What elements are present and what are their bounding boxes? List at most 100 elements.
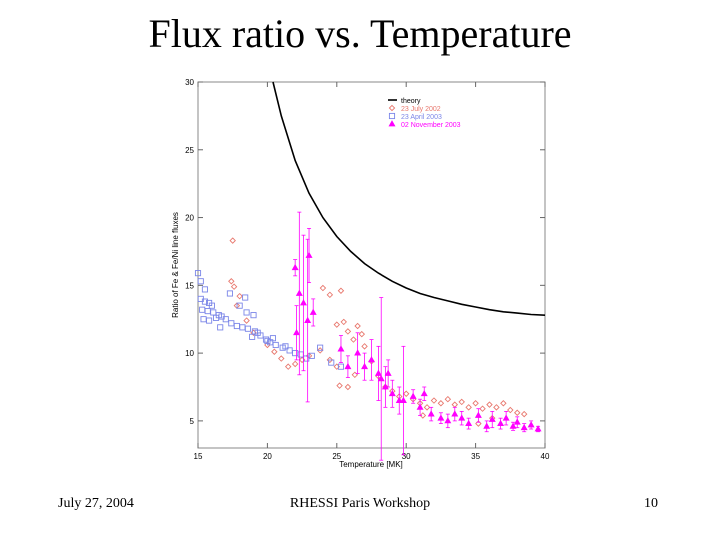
data-point-square (337, 363, 345, 370)
data-point-triangle (444, 417, 452, 424)
x-tick-label: 15 (194, 452, 203, 461)
data-point-triangle (474, 411, 482, 418)
data-point-triangle (344, 362, 352, 370)
data-point-triangle (381, 383, 389, 390)
data-point-triangle (451, 410, 459, 417)
data-point-diamond (500, 400, 507, 407)
data-point-square (210, 309, 217, 316)
data-point-diamond (458, 398, 465, 406)
data-point-diamond (486, 401, 493, 408)
data-point-triangle (388, 389, 396, 397)
data-point-diamond (350, 336, 357, 343)
data-point-square (228, 320, 235, 327)
data-point-triangle (368, 356, 375, 363)
series-theory (272, 81, 546, 316)
data-point-triangle (293, 328, 301, 336)
data-point-diamond (230, 283, 238, 290)
x-tick-label: 25 (332, 452, 341, 461)
series-23-april-2003 (194, 270, 345, 370)
data-point-triangle (502, 414, 510, 421)
page-number: 10 (644, 496, 658, 511)
data-point-square (292, 350, 299, 357)
data-point-square (226, 290, 233, 297)
slide-title: Flux ratio vs. Temperature (148, 11, 572, 56)
data-point-square (297, 351, 304, 358)
axes-layer: 15 20 25 30 35 40 5 10 15 20 25 30 (185, 78, 550, 461)
data-point-diamond (333, 321, 341, 328)
data-point-diamond (271, 348, 278, 355)
data-point-diamond (423, 404, 431, 411)
data-point-square (244, 325, 252, 332)
data-point-square (282, 343, 289, 350)
data-point-triangle (509, 422, 517, 429)
data-point-triangle (534, 425, 542, 432)
data-point-diamond (351, 371, 359, 379)
data-point-triangle (354, 349, 362, 356)
data-point-diamond (236, 292, 243, 300)
data-point-triangle (291, 263, 299, 271)
data-point-square (194, 270, 202, 277)
data-point-triangle (483, 422, 491, 429)
data-point-diamond (344, 328, 352, 335)
data-point-diamond (278, 355, 285, 362)
data-point-triangle (458, 414, 466, 421)
data-point-triangle (395, 396, 403, 403)
data-point-diamond (243, 317, 250, 324)
data-point-triangle (399, 396, 407, 403)
data-point-square (317, 344, 324, 351)
data-point-square (239, 324, 246, 331)
data-point-triangle (427, 410, 435, 417)
data-point-square (242, 294, 249, 301)
data-point-diamond (358, 330, 366, 338)
footer-date: July 27, 2004 (58, 496, 134, 511)
data-point-square (208, 302, 215, 309)
data-point-diamond (354, 322, 361, 330)
series-02-november-2003 (291, 211, 542, 461)
data-point-triangle (384, 369, 392, 376)
data-point-triangle (305, 251, 313, 258)
data-point-square (328, 359, 335, 366)
x-axis-label: Temperature [MK] (339, 460, 403, 469)
x-tick-label: 20 (263, 452, 272, 461)
data-point-diamond (284, 363, 292, 370)
data-point-square (222, 316, 229, 323)
data-point-triangle (377, 375, 385, 382)
data-point-square (204, 308, 211, 315)
series-23-july-2002 (228, 237, 528, 427)
data-point-triangle (420, 389, 428, 397)
data-point-square (388, 112, 396, 120)
y-tick-label: 10 (185, 349, 194, 358)
data-point-triangle (416, 403, 424, 410)
plot-frame (197, 81, 546, 449)
y-tick-label: 15 (185, 281, 194, 290)
data-point-square (254, 329, 261, 336)
y-tick-label: 30 (185, 78, 194, 87)
data-point-diamond (326, 356, 334, 364)
y-tick-label: 25 (185, 146, 194, 155)
y-tick-label: 20 (185, 214, 194, 223)
legend-entry: 23 July 2002 (401, 106, 441, 113)
data-point-triangle (295, 289, 303, 296)
data-point-diamond (472, 400, 479, 407)
data-point-diamond (291, 360, 299, 368)
data-point-diamond (520, 410, 528, 418)
data-point-square (200, 316, 207, 323)
data-point-diamond (264, 341, 271, 349)
data-point-square (233, 322, 240, 330)
legend-entry: 02 November 2003 (401, 122, 461, 129)
data-point-diamond (316, 347, 324, 354)
data-point-triangle (337, 345, 345, 352)
data-point-diamond (337, 287, 345, 294)
data-point-diamond (437, 400, 445, 407)
legend-entry: 23 April 2003 (401, 114, 442, 121)
footer-event: RHESSI Paris Workshop (289, 496, 431, 511)
data-point-triangle (497, 419, 505, 427)
data-point-diamond (507, 406, 514, 414)
data-point-triangle (374, 369, 382, 376)
data-point-triangle (465, 419, 473, 427)
data-point-square (272, 341, 279, 349)
data-point-triangle (409, 392, 417, 399)
data-point-triangle (388, 120, 396, 127)
